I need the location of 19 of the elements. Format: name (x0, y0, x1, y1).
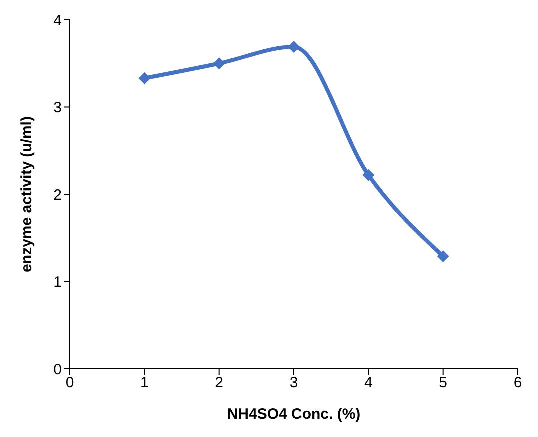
x-tick-label: 1 (140, 374, 149, 392)
y-axis-title: enzyme activity (u/ml) (18, 116, 36, 272)
x-axis-title: NH4SO4 Conc. (%) (227, 406, 361, 423)
y-tick-label: 0 (54, 361, 62, 378)
point (138, 72, 151, 84)
y-tick-label: 2 (54, 186, 62, 204)
x-tick-label: 5 (439, 374, 448, 392)
x-tick-label: 2 (215, 374, 224, 392)
x-tick-label: 3 (290, 374, 298, 392)
point (362, 169, 375, 182)
point (288, 41, 300, 54)
point (213, 58, 226, 70)
point (437, 250, 450, 262)
x-tick-label: 4 (364, 374, 373, 392)
y-tick-label: 3 (54, 100, 62, 117)
y-tick-label: 4 (54, 12, 62, 30)
x-tick-label: 6 (514, 374, 522, 392)
x-tick-label: 0 (66, 374, 74, 392)
y-tick-label: 1 (54, 274, 62, 292)
